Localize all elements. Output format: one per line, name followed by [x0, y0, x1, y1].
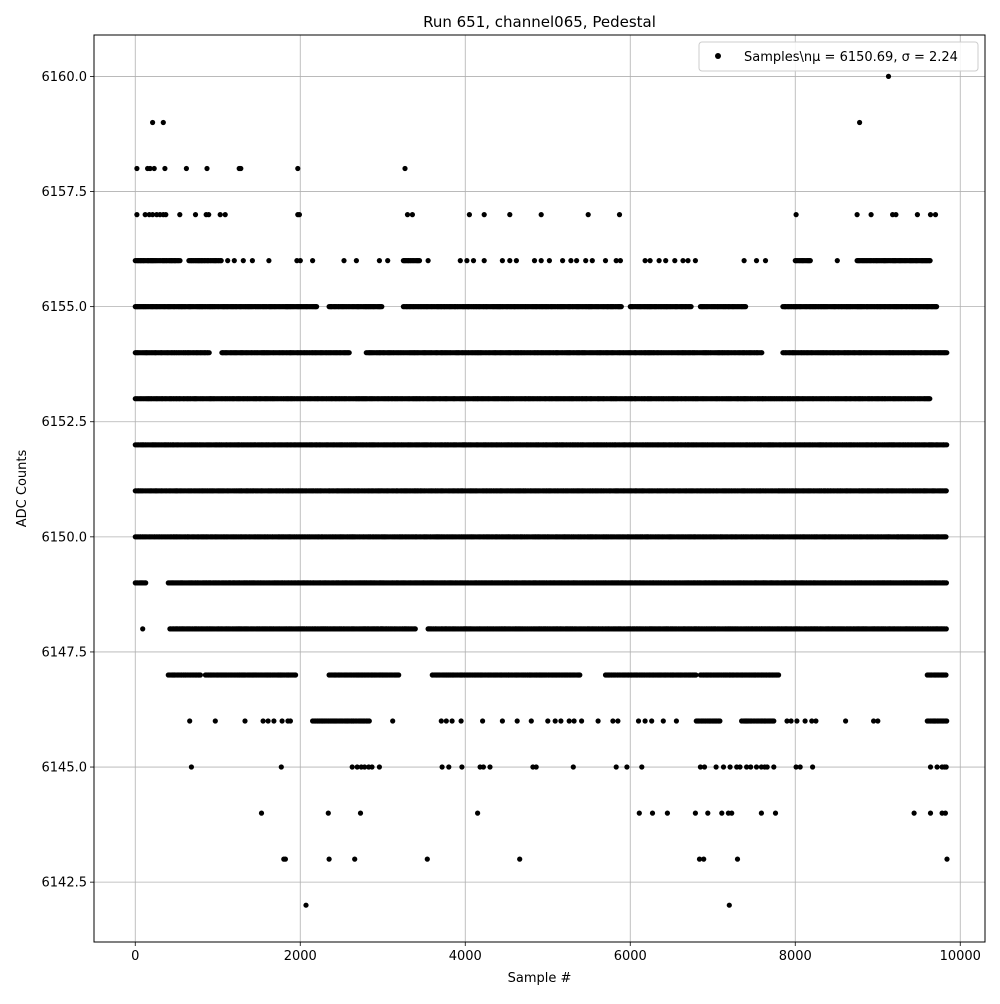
data-point [143, 580, 148, 585]
data-point [944, 350, 949, 355]
data-point [347, 350, 352, 355]
data-point [944, 488, 949, 493]
data-point [759, 350, 764, 355]
data-point [207, 350, 212, 355]
data-point [927, 396, 932, 401]
data-point [413, 626, 418, 631]
data-point [943, 534, 948, 539]
data-point [944, 442, 949, 447]
data-point [944, 580, 949, 585]
data-point [944, 626, 949, 631]
